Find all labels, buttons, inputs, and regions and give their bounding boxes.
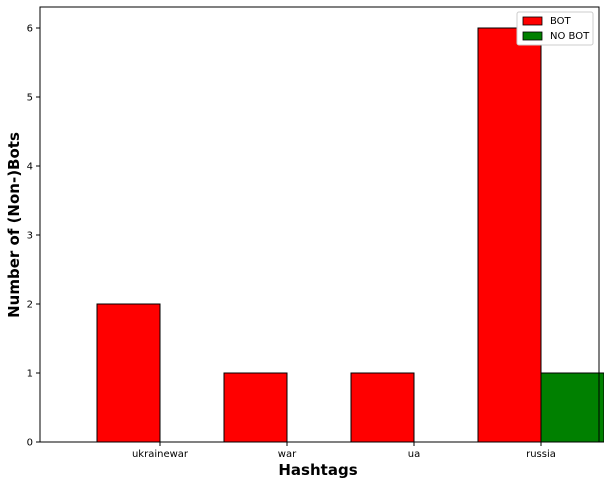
bar-bot-ua: [350, 372, 415, 443]
y-ticks: 0 1 2 3 4 5 6: [27, 24, 40, 449]
x-tick-label-war: war: [278, 449, 297, 460]
y-tick-label-6: 6: [27, 24, 33, 35]
x-tick-label-russia: russia: [526, 449, 556, 460]
x-ticks: ukrainewar war ua russia: [132, 442, 556, 460]
y-tick-label-3: 3: [27, 231, 33, 242]
legend-label-no-bot: NO BOT: [550, 31, 590, 42]
x-axis-title: Hashtags: [278, 461, 357, 479]
bar-bot-war: [223, 372, 288, 443]
y-axis-title: Number of (Non-)Bots: [5, 132, 23, 318]
legend-swatch-no-bot: [522, 31, 543, 41]
bars-group: [96, 27, 604, 443]
y-tick-label-4: 4: [27, 162, 33, 173]
y-tick-label-1: 1: [27, 369, 33, 380]
plot-frame: [39, 6, 600, 443]
y-tick-label-5: 5: [27, 93, 33, 104]
bar-no-bot-russia: [540, 372, 604, 443]
bar-bot-ukrainewar: [96, 303, 161, 443]
y-tick-label-2: 2: [27, 300, 33, 311]
legend: BOT NO BOT: [516, 11, 594, 46]
legend-label-bot: BOT: [550, 16, 572, 27]
x-tick-label-ua: ua: [408, 449, 420, 460]
x-tick-label-ukrainewar: ukrainewar: [132, 449, 189, 460]
bar-bot-russia: [477, 27, 542, 443]
legend-swatch-bot: [522, 16, 543, 26]
y-tick-label-0: 0: [27, 438, 33, 449]
